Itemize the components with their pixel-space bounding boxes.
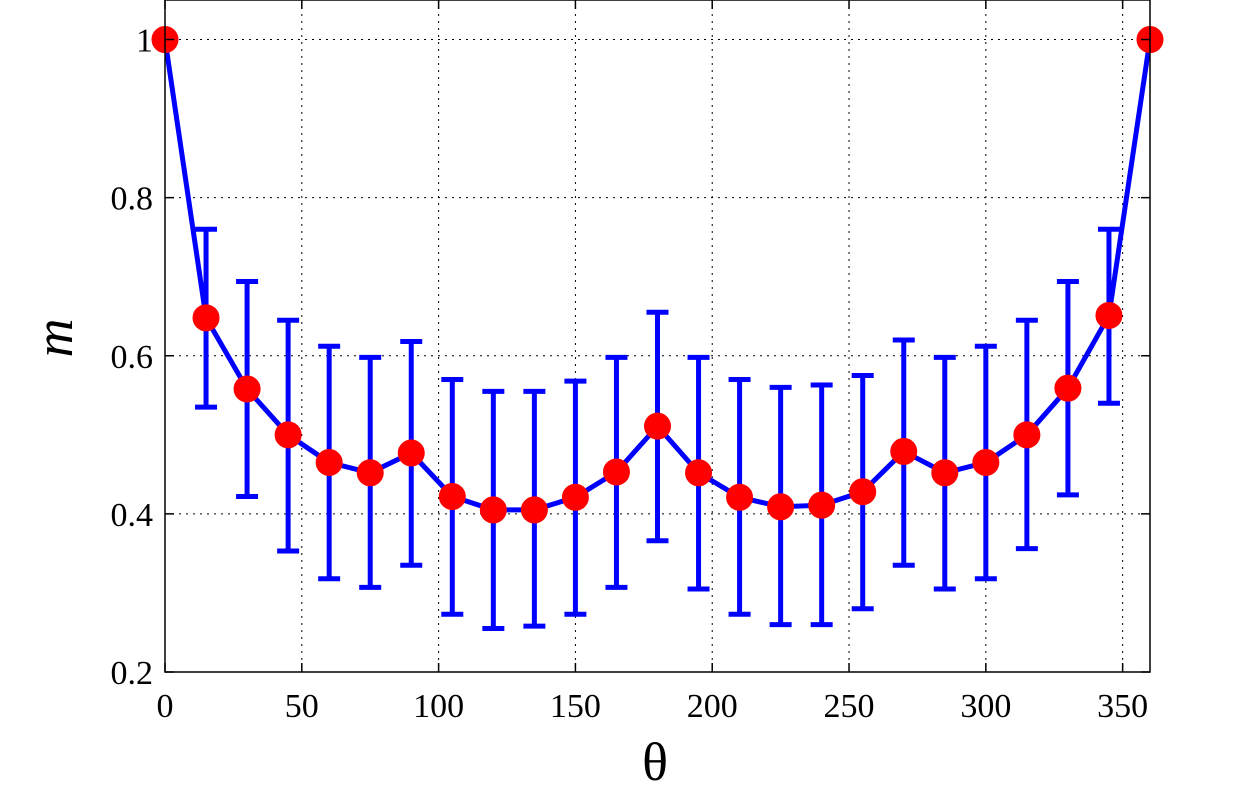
data-point: [685, 459, 713, 487]
y-tick-label: 0.2: [111, 655, 154, 692]
data-point: [1013, 421, 1041, 449]
data-point: [767, 493, 795, 521]
data-point: [315, 448, 343, 476]
data-point: [890, 437, 918, 465]
data-point: [644, 412, 671, 440]
x-tick-label: 100: [413, 688, 464, 725]
data-point: [479, 496, 507, 524]
x-tick-label: 300: [960, 688, 1011, 725]
data-point: [1095, 301, 1123, 329]
x-tick-label: 0: [157, 688, 174, 725]
y-tick-label: 0.4: [111, 497, 154, 534]
data-point: [849, 478, 877, 506]
x-tick-label: 150: [550, 688, 601, 725]
y-axis-ticks: 0.2 0.4 0.6 0.8 1: [111, 23, 1150, 692]
data-point: [931, 459, 959, 487]
x-axis-ticks: 0 50 100 150 200 250 300 350: [157, 0, 1148, 725]
data-point: [438, 482, 466, 510]
data-point: [520, 496, 548, 524]
x-axis-label: θ: [642, 732, 668, 792]
data-point: [1054, 374, 1082, 402]
data-point: [192, 304, 220, 332]
x-tick-label: 50: [285, 688, 319, 725]
data-point: [274, 421, 302, 449]
y-tick-label: 0.8: [111, 181, 154, 218]
data-point: [233, 375, 261, 403]
x-tick-label: 350: [1097, 688, 1148, 725]
grid: [165, 0, 1150, 672]
data-point: [602, 458, 630, 486]
data-point: [561, 483, 589, 511]
data-point: [972, 448, 1000, 476]
data-point: [726, 483, 754, 511]
data-markers: [151, 26, 1164, 524]
x-tick-label: 200: [687, 688, 738, 725]
x-tick-label: 250: [824, 688, 875, 725]
data-point: [808, 491, 836, 519]
plot-frame: [164, 0, 1151, 673]
data-point: [397, 439, 425, 467]
y-tick-label: 1: [136, 23, 153, 60]
y-axis-label: m: [24, 319, 84, 358]
data-point: [356, 459, 384, 487]
y-tick-label: 0.6: [111, 339, 154, 376]
